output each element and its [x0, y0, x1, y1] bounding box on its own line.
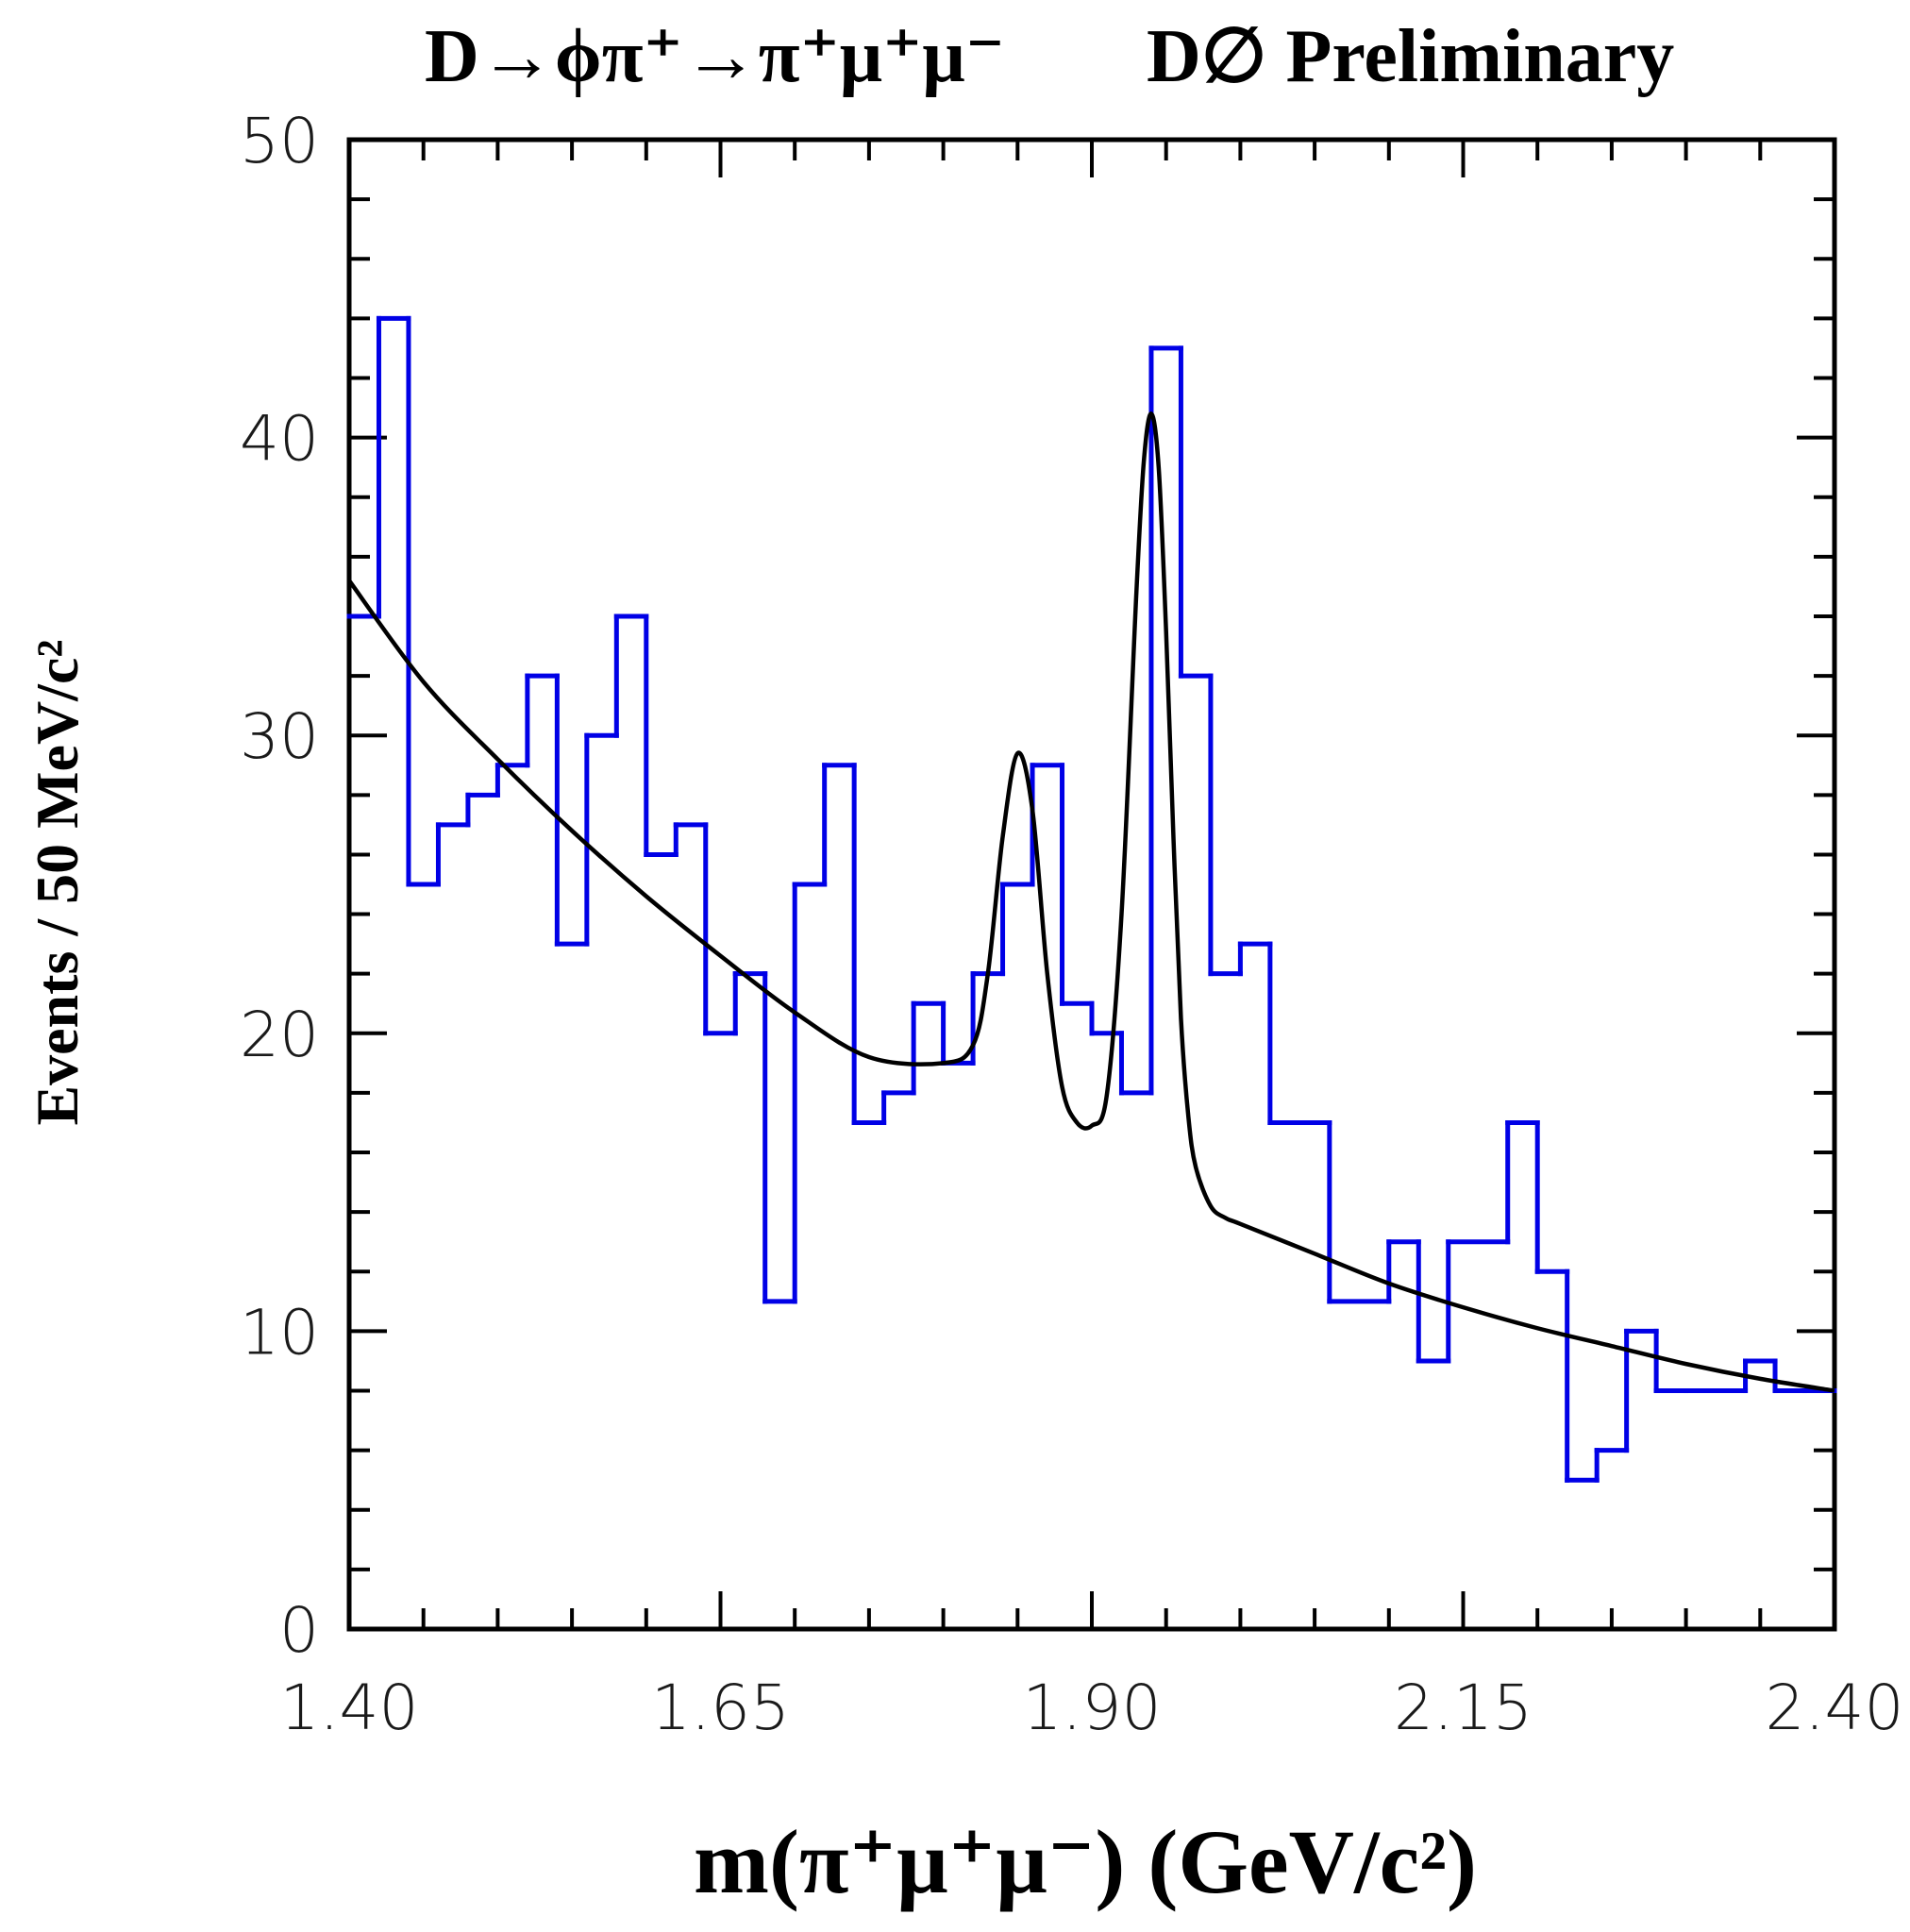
x-tick-label: 1.40	[280, 1672, 419, 1744]
y-tick-label: 50	[240, 105, 319, 177]
x-tick-label: 1.65	[651, 1672, 790, 1744]
histogram-data	[346, 315, 1837, 1483]
x-ticks: 1.40 1.65 1.90 2.15 2.40	[280, 140, 1904, 1744]
y-ticks: 0 10 20 30 40 50	[240, 105, 1835, 1667]
y-tick-label: 20	[240, 999, 319, 1071]
x-axis-label: m(π⁺μ⁺μ⁻) (GeV/c²)	[694, 1811, 1477, 1912]
fit-curve	[347, 412, 1835, 1393]
plot-frame	[346, 137, 1837, 1632]
y-tick-label: 0	[279, 1594, 319, 1667]
y-tick-label: 30	[240, 700, 319, 773]
y-axis-label: Events / 50 MeV/c²	[24, 639, 91, 1125]
x-tick-label: 2.40	[1766, 1672, 1904, 1744]
y-tick-label: 10	[240, 1296, 319, 1369]
x-tick-label: 1.90	[1023, 1672, 1162, 1744]
series-group	[346, 315, 1837, 1483]
chart-title-decay: D→ϕπ⁺→π⁺μ⁺μ⁻	[425, 15, 1005, 98]
x-tick-label: 2.15	[1394, 1672, 1533, 1744]
plot-area	[346, 137, 1837, 1632]
y-tick-label: 40	[240, 403, 319, 476]
chart-title-experiment: D∅ Preliminary	[1147, 15, 1674, 98]
